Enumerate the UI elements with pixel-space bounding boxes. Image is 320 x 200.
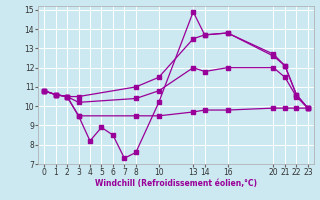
X-axis label: Windchill (Refroidissement éolien,°C): Windchill (Refroidissement éolien,°C) bbox=[95, 179, 257, 188]
